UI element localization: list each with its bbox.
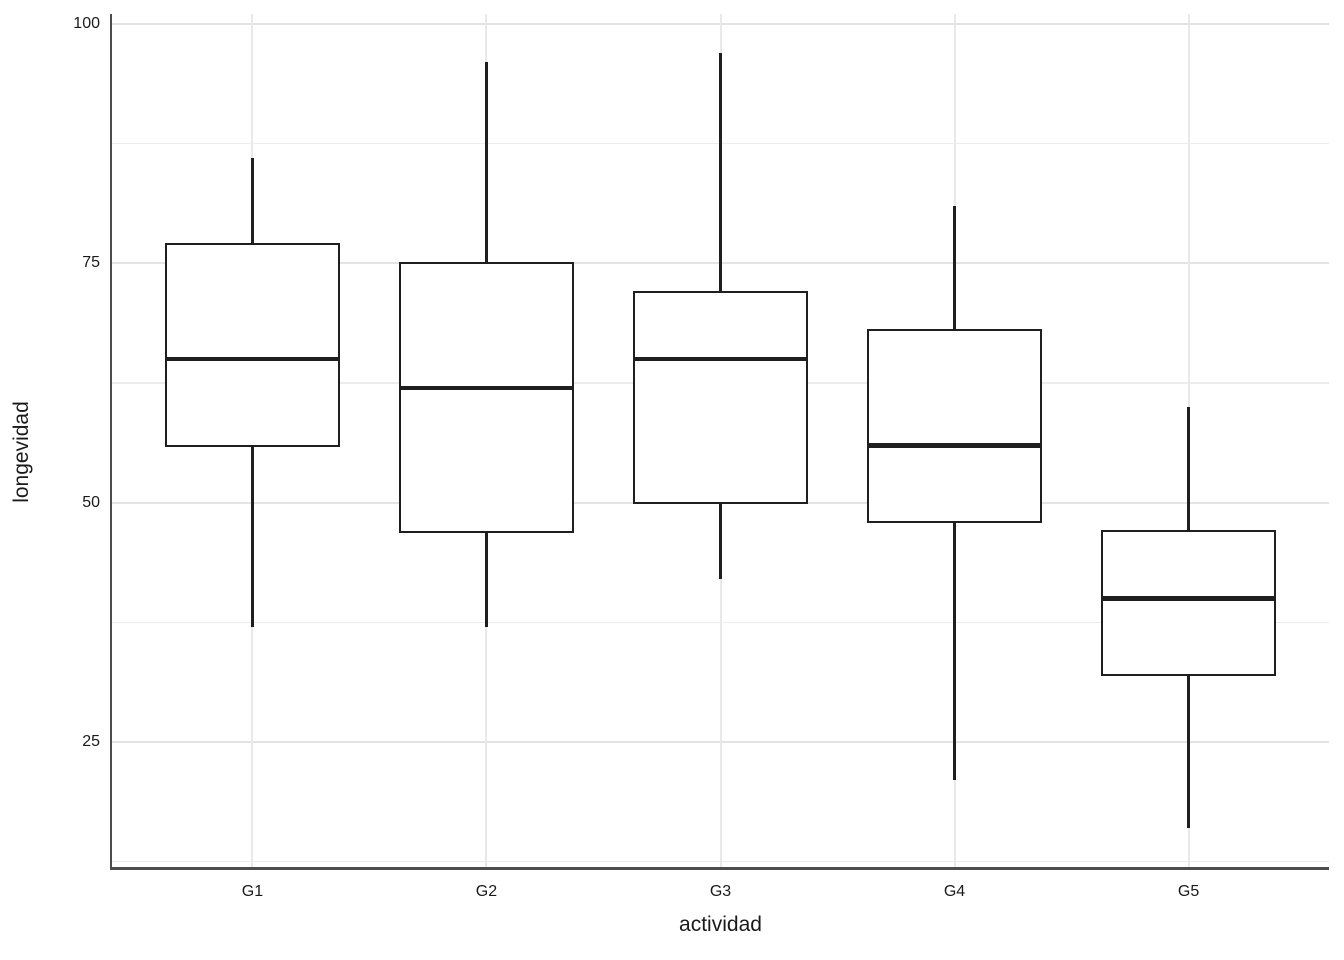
- y-axis-line: [109, 14, 112, 870]
- median-line: [866, 443, 1043, 448]
- x-tick-label: G4: [943, 883, 966, 900]
- iqr-box: [164, 242, 341, 447]
- median-line: [1100, 596, 1277, 601]
- upper-whisker: [953, 205, 956, 331]
- iqr-box: [1100, 530, 1277, 677]
- median-line: [164, 356, 341, 362]
- upper-whisker: [1187, 406, 1190, 532]
- y-tick-label: 25: [82, 733, 100, 751]
- iqr-box: [632, 290, 809, 504]
- upper-whisker: [485, 62, 488, 264]
- x-axis-line: [109, 867, 1329, 870]
- x-axis-title: actividad: [679, 913, 762, 936]
- x-tick-label: G2: [475, 883, 498, 900]
- y-tick-label: 50: [82, 493, 100, 511]
- iqr-box: [398, 262, 575, 533]
- lower-whisker: [251, 445, 254, 628]
- x-tick-label: G5: [1177, 883, 1200, 900]
- lower-whisker: [719, 502, 722, 580]
- lower-whisker: [953, 521, 956, 781]
- median-line: [398, 385, 575, 391]
- upper-whisker: [719, 52, 722, 293]
- y-tick-label: 75: [82, 254, 100, 272]
- lower-whisker: [1187, 675, 1190, 829]
- x-tick-label: G1: [241, 883, 264, 900]
- y-axis-title: longevidad: [10, 401, 33, 503]
- lower-whisker: [485, 531, 488, 628]
- x-tick-label: G3: [709, 883, 732, 900]
- median-line: [632, 356, 809, 362]
- upper-whisker: [251, 158, 254, 245]
- plot-panel: [112, 14, 1329, 867]
- iqr-box: [866, 329, 1043, 524]
- y-tick-label: 100: [73, 15, 100, 33]
